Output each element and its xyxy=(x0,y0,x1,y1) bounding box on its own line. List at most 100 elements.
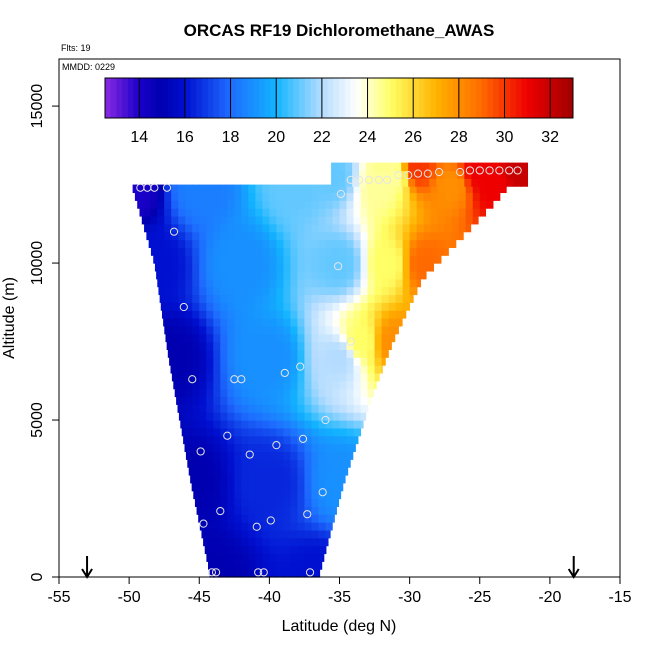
heatmap-cell xyxy=(185,341,193,350)
heatmap-cell xyxy=(185,365,193,374)
heatmap-cell xyxy=(353,318,362,327)
heatmap-cell xyxy=(478,170,486,179)
heatmap-cell xyxy=(192,286,200,296)
heatmap-cell xyxy=(227,302,235,311)
heatmap-cell xyxy=(178,318,186,327)
heatmap-cell xyxy=(241,427,249,437)
heatmap-cell xyxy=(402,278,411,288)
heatmap-cell xyxy=(367,247,376,256)
heatmap-cell xyxy=(178,192,186,201)
colorbar-cell xyxy=(515,78,523,118)
heatmap-cell xyxy=(297,553,306,562)
heatmap-cell xyxy=(192,192,200,201)
heatmap-cell xyxy=(373,162,381,172)
heatmap-cell xyxy=(171,325,179,335)
heatmap-cell xyxy=(199,412,207,421)
heatmap-cell xyxy=(331,162,339,172)
heatmap-cell xyxy=(227,294,235,303)
heatmap-cell xyxy=(339,474,346,484)
heatmap-cell xyxy=(227,365,235,374)
colorbar-cell xyxy=(321,78,329,118)
sample-point xyxy=(456,167,465,177)
heatmap-cell xyxy=(192,294,200,303)
heatmap-cell xyxy=(139,208,144,217)
heatmap-cell xyxy=(381,365,383,374)
colorbar-cells xyxy=(105,78,574,118)
heatmap-cell xyxy=(276,294,284,303)
heatmap-cell xyxy=(206,239,214,248)
heatmap-cell xyxy=(290,459,299,468)
heatmap-cell xyxy=(283,412,292,421)
sample-point xyxy=(495,166,504,175)
heatmap-cell xyxy=(325,529,331,539)
heatmap-cell xyxy=(374,231,383,241)
heatmap-cell xyxy=(213,302,221,311)
heatmap-cell xyxy=(290,302,299,311)
colorbar-cell xyxy=(396,78,403,118)
heatmap-cell xyxy=(353,192,362,201)
heatmap-cell xyxy=(213,341,221,350)
heatmap-cell xyxy=(353,294,362,303)
heatmap-cell xyxy=(170,365,172,374)
heatmap-cell xyxy=(353,223,362,233)
colorbar-frame xyxy=(104,77,574,119)
heatmap-cell xyxy=(255,482,263,492)
heatmap-cell xyxy=(290,553,299,562)
heatmap-cell xyxy=(318,372,327,382)
heatmap-cell xyxy=(325,420,334,429)
heatmap-cell xyxy=(318,506,327,515)
heatmap-cell xyxy=(395,302,404,311)
heatmap-cell xyxy=(192,270,200,280)
heatmap-cell xyxy=(213,537,221,547)
colorbar-cell xyxy=(219,78,226,118)
heatmap-cell xyxy=(255,443,263,453)
colorbar-cell xyxy=(458,78,466,118)
heatmap-cell xyxy=(241,325,249,335)
heatmap-cell xyxy=(213,239,221,248)
heatmap-cell xyxy=(318,255,327,264)
heatmap-cell xyxy=(381,223,390,233)
heatmap-cell xyxy=(241,208,249,217)
heatmap-cell xyxy=(332,325,341,335)
heatmap-cell xyxy=(416,215,425,225)
colorbar-cell xyxy=(202,78,209,118)
heatmap-cell xyxy=(269,553,277,562)
heatmap-cell xyxy=(311,427,320,437)
heatmap-cell xyxy=(395,223,404,233)
heatmap-cell xyxy=(178,404,186,413)
heatmap-cell xyxy=(227,357,235,366)
heatmap-cell xyxy=(423,247,432,256)
heatmap-cell xyxy=(276,420,284,429)
heatmap-cell xyxy=(311,435,320,445)
heatmap-cell xyxy=(213,396,221,405)
heatmap-cell xyxy=(276,270,284,280)
heatmap-cell xyxy=(499,170,507,179)
sample-point xyxy=(383,175,392,184)
heatmap-cell xyxy=(262,396,270,405)
heatmap-cell xyxy=(290,522,299,531)
heatmap-cell xyxy=(374,318,383,327)
heatmap-cell xyxy=(255,208,263,217)
heatmap-cell xyxy=(160,302,165,311)
heatmap-cell xyxy=(150,231,158,241)
heatmap-cell xyxy=(367,223,376,233)
heatmap-cell xyxy=(374,357,383,366)
heatmap-cell xyxy=(304,459,313,468)
heatmap-cell xyxy=(290,467,299,476)
heatmap-cell xyxy=(437,223,446,233)
colorbar-cell xyxy=(447,78,454,118)
heatmap-cell xyxy=(241,529,249,539)
heatmap-cell xyxy=(262,388,270,398)
heatmap-cell xyxy=(318,427,327,437)
heatmap-cell xyxy=(367,404,369,413)
heatmap-cell xyxy=(199,184,207,194)
heatmap-cell xyxy=(192,302,200,311)
heatmap-cell xyxy=(185,247,193,256)
heatmap-cell xyxy=(436,178,444,187)
heatmap-cell xyxy=(241,404,249,413)
heatmap-cell xyxy=(192,255,200,264)
heatmap-cell xyxy=(227,223,235,233)
heatmap-cell xyxy=(416,184,425,194)
heatmap-cell xyxy=(234,223,242,233)
heatmap-cell xyxy=(472,215,479,225)
